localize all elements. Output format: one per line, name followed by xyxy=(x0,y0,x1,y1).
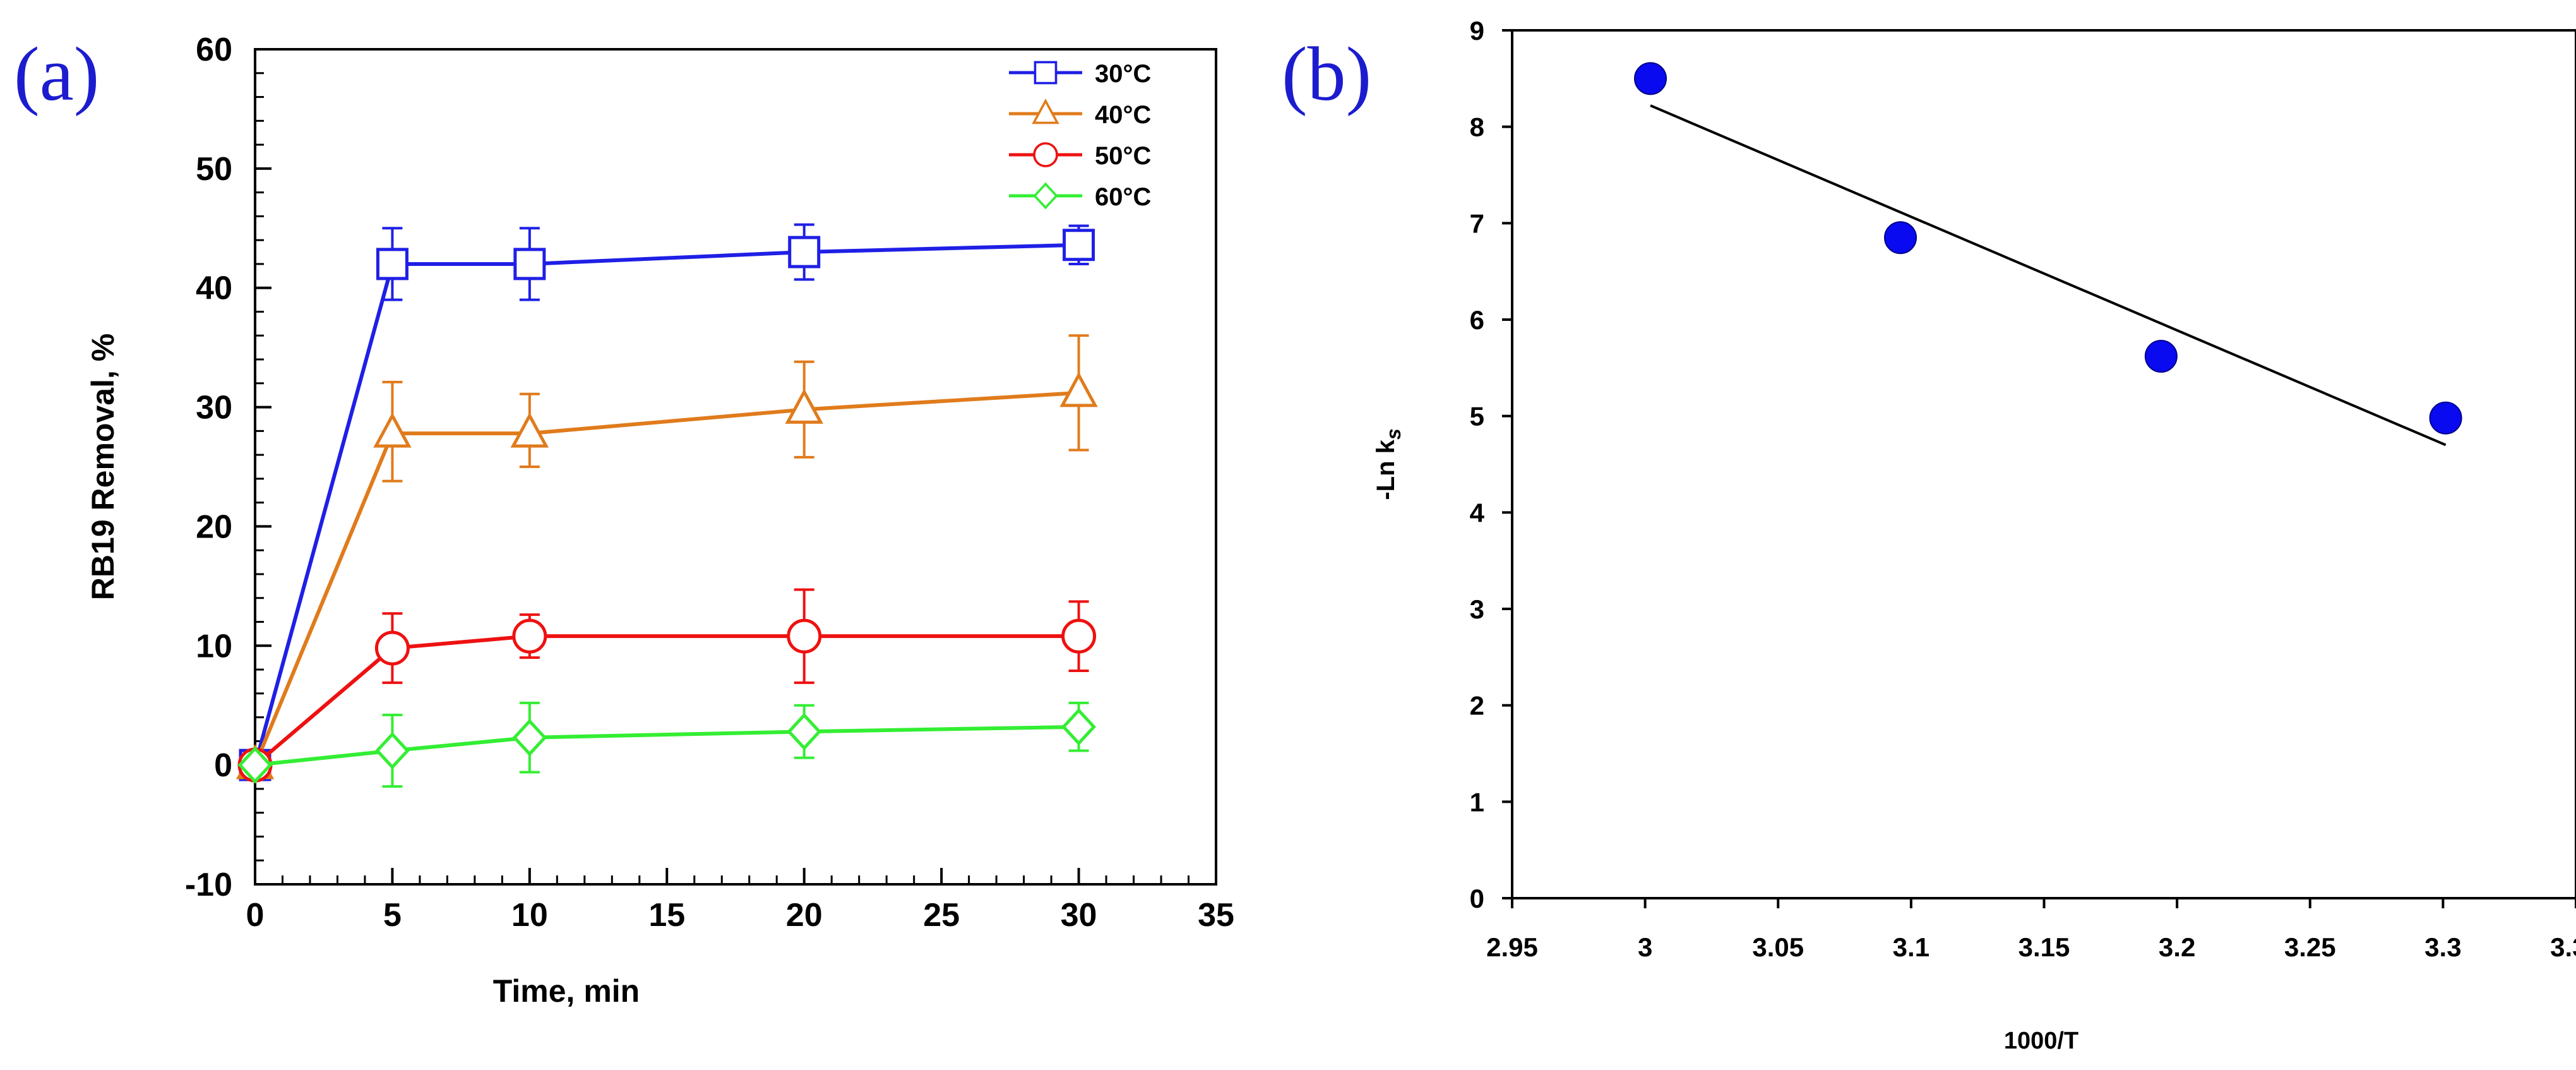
y-tick-label: 40 xyxy=(196,270,232,307)
series-line xyxy=(254,724,1079,767)
data-point xyxy=(375,731,410,770)
data-point xyxy=(1061,708,1096,746)
legend-marker xyxy=(1034,61,1058,85)
y-tick-label: 20 xyxy=(196,508,232,545)
chart-b-ticks: 2.95 3 3.05 3.1 3.15 3.2 3.25 3.3 3.35 0 1 2 3 4 5 6 7 8 9 xyxy=(1470,16,2576,962)
x-tick-label: 3.15 xyxy=(2018,932,2070,962)
x-tick-label: 25 xyxy=(923,897,960,934)
data-point xyxy=(2144,340,2178,373)
y-tick-label: 50 xyxy=(196,151,232,188)
chart-b: 1000/T -Ln ks 2.95 3 3.05 3.1 3.15 3.2 3.25 3.3… xyxy=(1372,16,2576,1054)
y-tick-label: 4 xyxy=(1470,498,1485,527)
x-tick-label: 5 xyxy=(383,897,402,934)
data-point xyxy=(1061,618,1097,654)
data-point xyxy=(512,719,547,757)
series-triangle xyxy=(236,334,1098,779)
data-point xyxy=(513,248,546,280)
panel-label-a: (a) xyxy=(14,32,99,117)
y-tick-label: 10 xyxy=(196,628,232,664)
legend-label: 40°C xyxy=(1095,101,1151,129)
chart-b-ylabel-subscript: s xyxy=(1382,428,1405,440)
y-tick-label: 7 xyxy=(1470,208,1484,238)
y-tick-label: 0 xyxy=(1470,884,1484,913)
legend-marker xyxy=(1033,182,1058,210)
y-tick-label: 3 xyxy=(1470,594,1484,624)
x-tick-label: 3.25 xyxy=(2284,932,2336,962)
y-tick-label: 2 xyxy=(1470,691,1484,721)
y-tick-label: 30 xyxy=(196,390,232,426)
x-tick-label: 3.05 xyxy=(1752,932,1804,962)
x-tick-label: 3.35 xyxy=(2550,932,2576,962)
chart-b-series xyxy=(1634,62,2462,447)
chart-b-xlabel: 1000/T xyxy=(2004,1028,2078,1054)
chart-b-plot-frame xyxy=(1511,29,2576,899)
data-point xyxy=(1884,221,1917,255)
x-tick-label: 3 xyxy=(1638,932,1652,962)
data-point xyxy=(1059,371,1098,407)
series-line xyxy=(253,243,1079,766)
legend-label: 60°C xyxy=(1095,183,1151,211)
y-tick-label: 6 xyxy=(1470,305,1484,335)
chart-a: Time, min RB19 Removal, % 0 5 10 15 20 25 30 35… xyxy=(85,32,1234,1009)
x-tick-label: 15 xyxy=(648,897,685,934)
series-diamond xyxy=(237,701,1096,788)
y-tick-label: 1 xyxy=(1470,787,1484,817)
y-tick-label: 0 xyxy=(214,747,232,784)
y-tick-label: -10 xyxy=(185,867,232,903)
chart-a-plot-frame xyxy=(254,48,1217,886)
data-point xyxy=(788,236,821,268)
y-tick-label: 9 xyxy=(1470,16,1484,45)
data-point xyxy=(1634,62,1667,95)
data-point xyxy=(510,412,549,448)
trendline xyxy=(1650,104,2447,447)
y-tick-label: 5 xyxy=(1470,402,1484,431)
series-square xyxy=(239,223,1095,781)
legend-label: 50°C xyxy=(1095,142,1151,170)
data-point xyxy=(237,746,273,784)
x-tick-label: 35 xyxy=(1198,897,1234,934)
x-tick-label: 30 xyxy=(1061,897,1097,934)
chart-b-ylabel: -Ln ks xyxy=(1372,428,1405,500)
y-tick-label: 8 xyxy=(1470,112,1484,142)
x-tick-label: 3.2 xyxy=(2159,932,2195,962)
chart-a-ticks: 0 5 10 15 20 25 30 35 -10 0 10 20 30 40 50 60 xyxy=(185,32,1234,934)
data-point xyxy=(787,712,822,750)
data-point xyxy=(1063,229,1095,261)
x-tick-label: 0 xyxy=(246,897,265,934)
data-point xyxy=(376,248,408,280)
y-tick-label: 60 xyxy=(196,32,232,68)
legend-label: 30°C xyxy=(1095,60,1151,88)
data-point xyxy=(373,412,412,448)
chart-a-ylabel: RB19 Removal, % xyxy=(85,334,121,600)
chart-a-xlabel: Time, min xyxy=(493,973,640,1009)
chart-b-ylabel-main: -Ln k xyxy=(1372,439,1400,500)
x-tick-label: 3.3 xyxy=(2424,932,2461,962)
data-point xyxy=(785,388,823,424)
x-tick-label: 2.95 xyxy=(1486,932,1538,962)
data-point xyxy=(787,618,822,654)
legend-marker xyxy=(1033,142,1058,167)
panel-label-b: (b) xyxy=(1282,32,1371,117)
data-point xyxy=(374,630,410,666)
data-point xyxy=(512,618,547,654)
chart-a-series xyxy=(236,223,1098,788)
chart-a-legend: 30°C 40°C 50°C 60°C xyxy=(1009,60,1151,211)
x-tick-label: 20 xyxy=(786,897,823,934)
x-tick-label: 10 xyxy=(511,897,548,934)
legend-marker xyxy=(1032,99,1059,124)
data-point xyxy=(2429,401,2462,435)
x-tick-label: 3.1 xyxy=(1893,932,1929,962)
series-line xyxy=(253,390,1079,766)
